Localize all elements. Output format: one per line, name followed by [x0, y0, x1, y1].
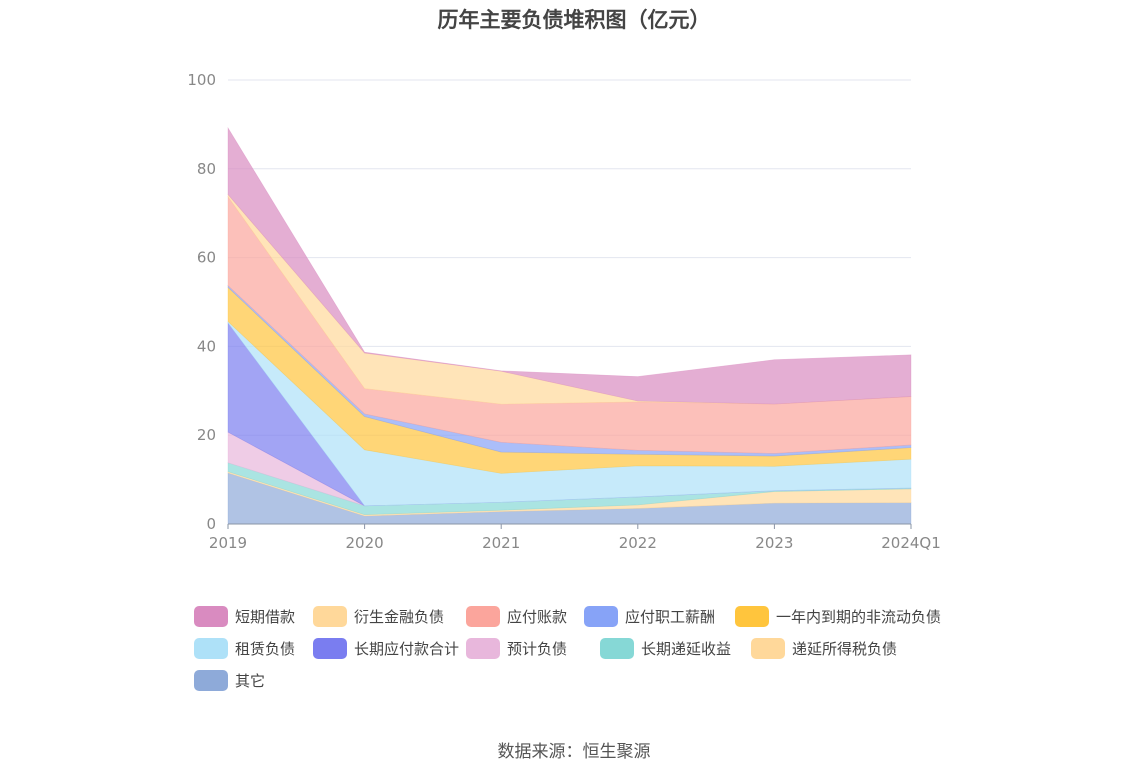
legend-item[interactable]: 长期应付款合计	[313, 638, 459, 659]
x-tick-label: 2024Q1	[881, 534, 941, 552]
y-tick-label: 60	[197, 249, 216, 267]
legend-swatch	[194, 638, 228, 659]
legend-label: 一年内到期的非流动负债	[776, 608, 942, 626]
data-source: 数据来源：恒生聚源	[497, 742, 651, 762]
legend-swatch	[313, 638, 347, 659]
legend-swatch	[466, 638, 500, 659]
chart-title: 历年主要负债堆积图（亿元）	[437, 8, 711, 32]
legend-swatch	[584, 606, 618, 627]
x-tick-label: 2023	[755, 534, 793, 552]
legend-swatch	[313, 606, 347, 627]
x-tick-label: 2020	[346, 534, 384, 552]
legend-item[interactable]: 一年内到期的非流动负债	[735, 606, 941, 627]
area-短期借款	[227, 126, 912, 405]
legend-item[interactable]: 递延所得税负债	[751, 638, 897, 659]
x-tick-label: 2021	[482, 534, 520, 552]
legend-label: 短期借款	[235, 608, 296, 626]
y-tick-label: 100	[187, 71, 216, 89]
x-tick-label: 2019	[209, 534, 247, 552]
legend-item[interactable]: 应付职工薪酬	[584, 606, 715, 627]
legend-item[interactable]: 衍生金融负债	[313, 606, 444, 627]
legend-swatch	[751, 638, 785, 659]
axes: 0 20 40 60 80 100 2019 2020 2021 2022 2023 2024Q1	[187, 71, 940, 552]
legend-label: 递延所得税负债	[792, 640, 898, 658]
legend-swatch	[194, 606, 228, 627]
legend-item[interactable]: 租赁负债	[194, 638, 295, 659]
legend-label: 衍生金融负债	[354, 608, 445, 626]
x-tick-label: 2022	[619, 534, 657, 552]
legend-label: 应付职工薪酬	[625, 608, 716, 626]
y-tick-label: 20	[197, 426, 216, 444]
legend-swatch	[600, 638, 634, 659]
legend-label: 长期应付款合计	[354, 640, 460, 658]
legend-label: 租赁负债	[235, 640, 296, 658]
legend-swatch	[735, 606, 769, 627]
legend-item[interactable]: 短期借款	[194, 606, 295, 627]
legend-label: 预计负债	[507, 640, 568, 658]
legend-item[interactable]: 其它	[194, 670, 265, 691]
y-tick-label: 0	[206, 515, 216, 533]
legend-item[interactable]: 应付账款	[466, 606, 567, 627]
legend-item[interactable]: 预计负债	[466, 638, 567, 659]
legend-label: 长期递延收益	[641, 640, 732, 658]
legend-swatch	[466, 606, 500, 627]
area-series	[227, 126, 912, 525]
legend-label: 应付账款	[507, 608, 568, 626]
stacked-area-chart: 0 20 40 60 80 100 2019 2020 2021 2022 2023 2024Q1	[187, 71, 940, 552]
y-tick-label: 40	[197, 337, 216, 355]
legend-item[interactable]: 长期递延收益	[600, 638, 731, 659]
legend-swatch	[194, 670, 228, 691]
y-tick-label: 80	[197, 160, 216, 178]
legend-label: 其它	[235, 672, 266, 690]
